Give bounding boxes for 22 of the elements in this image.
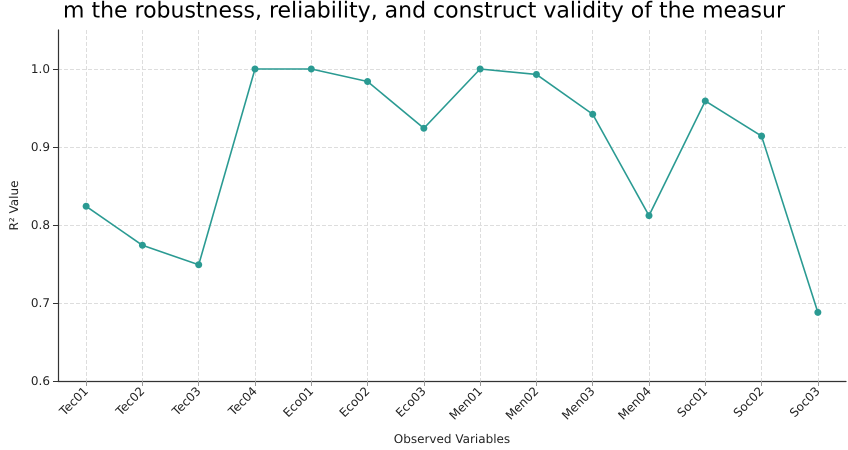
point	[758, 132, 766, 140]
text: m the robustness, reliability, and construct validity of the measur	[63, 0, 786, 24]
point	[420, 124, 428, 132]
y-tick-label: 0.8	[30, 218, 50, 232]
y-tick-label: 1.0	[30, 62, 50, 76]
x-axis-title: Observed Variables	[394, 432, 510, 446]
point	[308, 66, 315, 72]
point	[476, 66, 484, 72]
point	[589, 110, 596, 118]
y-tick-label: 0.7	[30, 296, 50, 310]
point	[702, 97, 709, 104]
y-tick-label: 0.6	[30, 374, 50, 388]
point	[195, 261, 202, 268]
point	[646, 212, 652, 220]
y-axis-title: R² Value	[7, 180, 21, 230]
point	[82, 202, 90, 210]
point	[814, 308, 822, 316]
point	[532, 70, 540, 78]
point	[138, 242, 146, 249]
point	[364, 78, 372, 85]
point	[251, 66, 258, 72]
y-tick-label: 0.9	[30, 140, 50, 154]
